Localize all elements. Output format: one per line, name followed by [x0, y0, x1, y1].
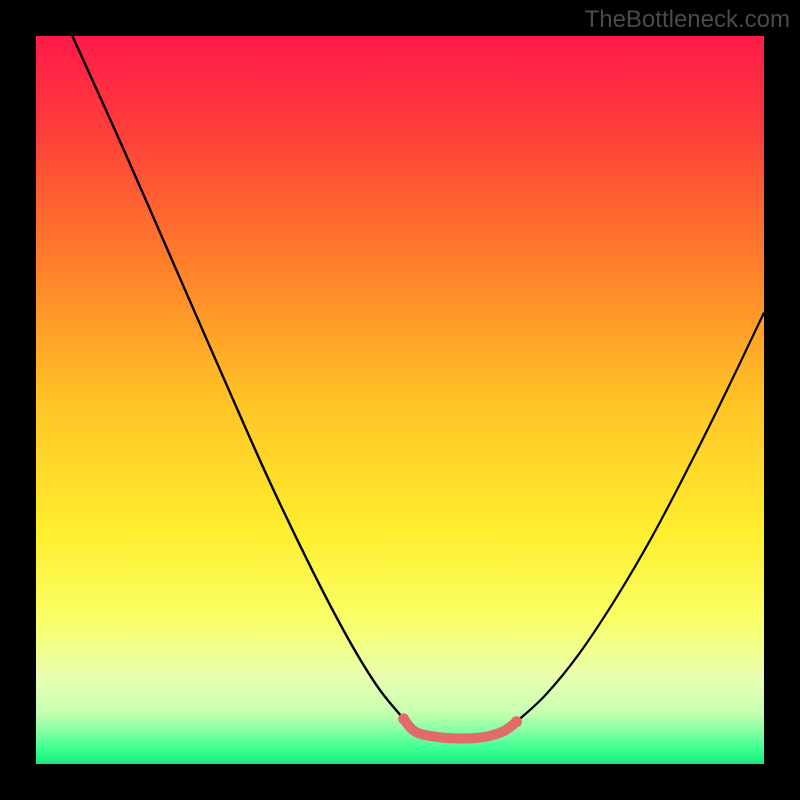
valley-endcap-1: [511, 716, 522, 727]
valley-endcap-0: [398, 713, 409, 724]
curve-valley-highlight: [404, 719, 517, 739]
curve-layer: [36, 36, 764, 764]
chart-container: TheBottleneck.com: [0, 0, 800, 800]
plot-area: [36, 36, 764, 764]
curve-left: [72, 36, 403, 719]
watermark-text: TheBottleneck.com: [585, 6, 790, 34]
curve-right: [516, 313, 764, 722]
